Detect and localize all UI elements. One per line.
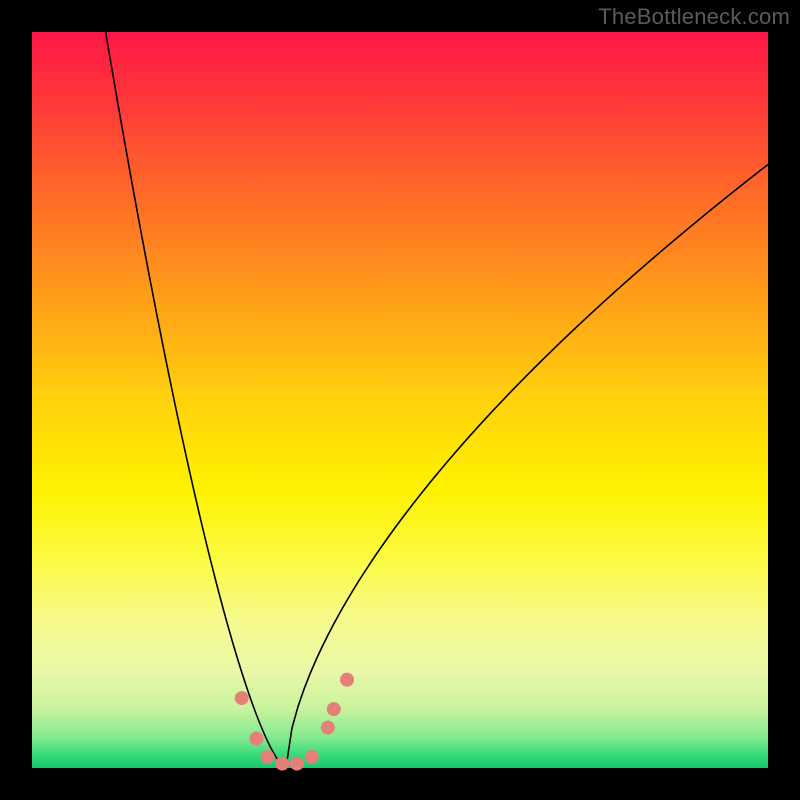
plot-background: [32, 32, 768, 768]
watermark-label: TheBottleneck.com: [598, 4, 790, 30]
data-marker: [249, 732, 263, 746]
data-marker: [321, 721, 335, 735]
data-marker: [305, 750, 319, 764]
data-marker: [327, 702, 341, 716]
data-marker: [340, 673, 354, 687]
data-marker: [235, 691, 249, 705]
data-marker: [261, 750, 275, 764]
chart-canvas: TheBottleneck.com: [0, 0, 800, 800]
data-marker: [290, 757, 304, 771]
chart-svg: [0, 0, 800, 800]
data-marker: [275, 757, 289, 771]
